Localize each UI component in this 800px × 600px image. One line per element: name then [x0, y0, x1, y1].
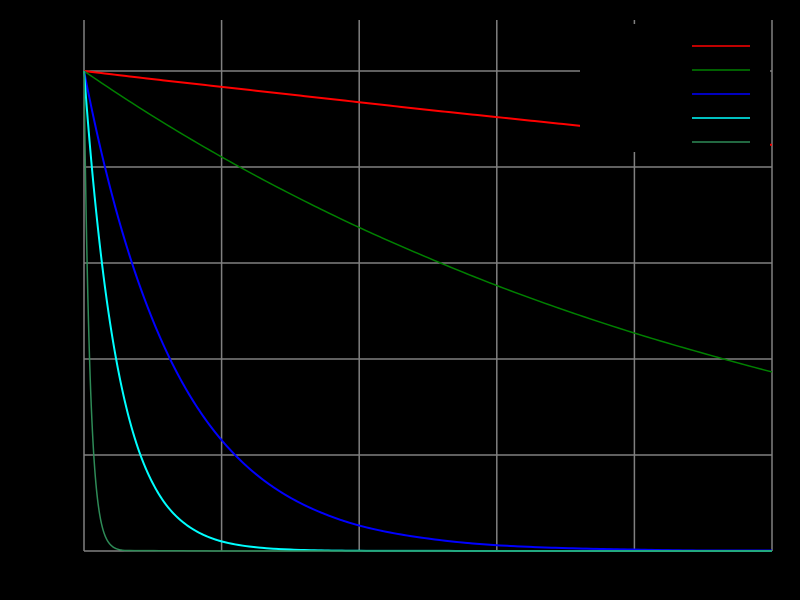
legend: [580, 24, 770, 152]
series-line-5: [83, 70, 772, 552]
legend-box: [580, 24, 770, 152]
series-lines: [83, 70, 773, 552]
series-line-2: [83, 70, 773, 373]
series-line-3: [83, 70, 772, 552]
